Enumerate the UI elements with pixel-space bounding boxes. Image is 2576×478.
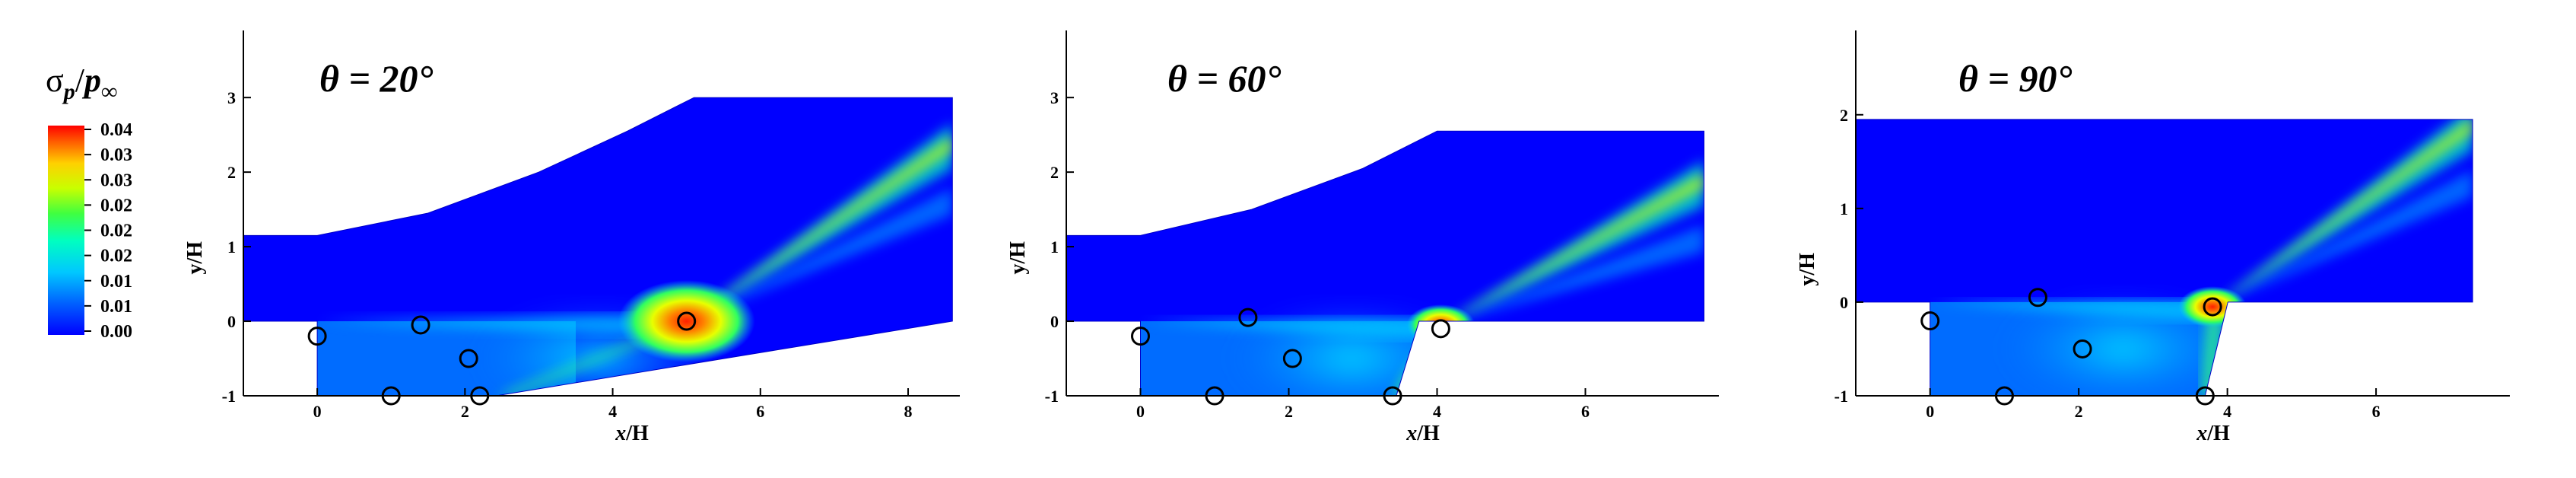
y-tick-label: 2	[227, 163, 236, 182]
y-tick-label: 2	[1840, 106, 1848, 125]
hotspot	[1406, 304, 1475, 346]
x-tick-label: 0	[313, 402, 322, 421]
y-axis-label: y/H	[1796, 253, 1819, 286]
colorbar-title: σp/p∞	[46, 62, 117, 104]
y-tick-label: 2	[1050, 163, 1059, 182]
x-tick-label: 4	[2223, 402, 2231, 421]
y-tick-label: 3	[227, 88, 236, 107]
colorbar-scale	[48, 126, 84, 335]
probe-marker	[411, 315, 430, 335]
colorbar-tick-label: 0.02	[100, 247, 132, 266]
panel-title: θ = 20°	[319, 57, 433, 100]
x-tick-label: 4	[1433, 402, 1441, 421]
colorbar-ticks: 0.04 0.03 0.03 0.02 0.02 0.02 0.01 0.01 0.00	[84, 120, 132, 342]
probe-marker	[1205, 386, 1224, 406]
probe-marker	[381, 386, 401, 406]
probe-marker	[1383, 386, 1402, 406]
probe-marker	[307, 327, 327, 346]
y-tick-label: 0	[227, 312, 236, 331]
hotspot	[2178, 286, 2247, 328]
panel-1: 0 2 4 6 8 -1 0 1 2 3 x/H y/H θ = 20°	[183, 30, 960, 445]
probe-marker	[1994, 386, 2014, 406]
x-axis-label: x/H	[615, 422, 649, 445]
probe-marker	[677, 311, 697, 331]
y-tick-label: 0	[1840, 293, 1848, 312]
colorbar-tick-label: 0.02	[100, 221, 132, 241]
y-tick-label: 1	[227, 237, 236, 257]
colorbar: σp/p∞ 0.040.030.030.020.020.020.010.010.…	[46, 62, 132, 342]
y-tick-label: -1	[1045, 387, 1059, 406]
panel-3: 0 2 4 6 -1 0 1 2 x/H y/H θ = 90°	[1796, 30, 2510, 445]
x-tick-label: 2	[2075, 402, 2083, 421]
y-tick-label: -1	[1834, 387, 1848, 406]
colorbar-tick-label: 0.00	[100, 322, 132, 342]
colorbar-tick-label: 0.02	[100, 196, 132, 215]
probe-marker	[1920, 311, 1940, 331]
colorbar-tick-label: 0.01	[100, 297, 132, 317]
x-tick-label: 4	[608, 402, 617, 421]
hotspot	[618, 280, 755, 363]
probe-marker	[459, 349, 478, 368]
y-axis-label: y/H	[183, 241, 207, 275]
probe-marker	[1131, 327, 1150, 346]
y-tick-label: 1	[1050, 237, 1059, 257]
probe-marker	[470, 386, 490, 406]
colorbar-tick-label: 0.04	[100, 120, 132, 140]
y-tick-label: 3	[1050, 88, 1059, 107]
y-tick-label: 1	[1840, 199, 1848, 218]
colorbar-tick-label: 0.03	[100, 170, 132, 190]
probe-marker	[2073, 339, 2092, 358]
probe-marker	[1238, 308, 1258, 327]
x-tick-label: 0	[1136, 402, 1145, 421]
panel-title: θ = 90°	[1958, 57, 2072, 100]
panel-2: 0 2 4 6 -1 0 1 2 3 x/H y/H θ = 60°	[1006, 30, 1719, 445]
y-tick-label: -1	[222, 387, 236, 406]
probe-marker	[1282, 349, 1302, 368]
x-tick-label: 6	[756, 402, 764, 421]
x-tick-label: 6	[1581, 402, 1590, 421]
x-tick-label: 8	[904, 402, 913, 421]
panels: 0 2 4 6 8 -1 0 1 2 3 x/H y/H θ = 20° 0 2 4 6 -1 0 1 2 3 x/H y/H…	[183, 30, 2510, 445]
colorbar-tick-label: 0.03	[100, 145, 132, 165]
probe-marker	[1431, 319, 1450, 339]
x-axis-label: x/H	[1406, 422, 1440, 445]
y-tick-label: 0	[1050, 312, 1059, 331]
probe-marker	[2203, 297, 2222, 317]
x-tick-label: 6	[2372, 402, 2381, 421]
y-axis-label: y/H	[1006, 241, 1030, 275]
probe-marker	[2195, 386, 2215, 406]
contour-field	[1066, 131, 1704, 396]
probe-marker	[2028, 288, 2047, 308]
x-tick-label: 2	[461, 402, 469, 421]
x-tick-label: 2	[1285, 402, 1293, 421]
x-axis-label: x/H	[2196, 422, 2230, 445]
contour-field	[243, 97, 953, 396]
panel-title: θ = 60°	[1167, 57, 1281, 100]
colorbar-tick-label: 0.01	[100, 272, 132, 292]
x-tick-label: 0	[1926, 402, 1934, 421]
contour-field	[1856, 119, 2473, 396]
